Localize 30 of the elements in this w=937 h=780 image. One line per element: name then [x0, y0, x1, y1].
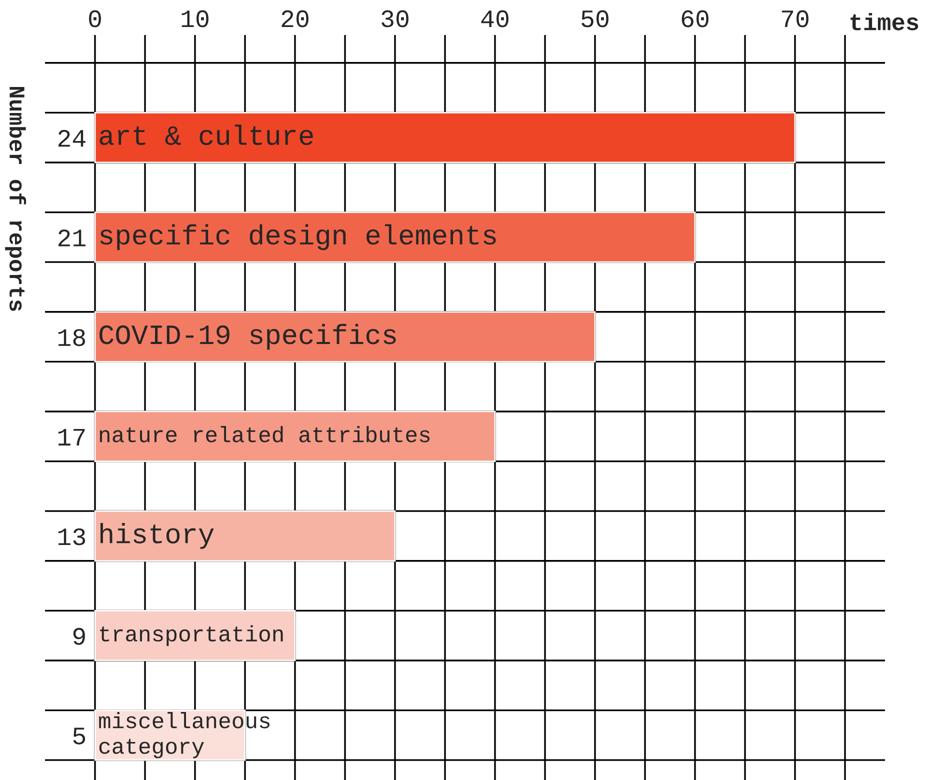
bar [94, 112, 796, 164]
annotation: art & culture [100, 124, 313, 146]
annotation: nature related attributes [100, 426, 430, 442]
y-tick-label: 13 [58, 528, 86, 546]
bar [94, 410, 496, 462]
bar [94, 311, 596, 362]
x-tick-label: 70 [782, 10, 808, 28]
y-tick-label: 21 [58, 230, 86, 246]
bar [94, 610, 296, 662]
bar [94, 212, 696, 263]
y-tick-label: 5 [73, 728, 86, 744]
x-tick-label: 60 [682, 10, 708, 28]
y-axis-title: Number of reports [5, 87, 26, 311]
x-tick-label: 20 [282, 10, 308, 28]
x-tick-label: 0 [89, 10, 101, 28]
annotation: COVID-19 specifics [100, 324, 396, 350]
x-tick-label: 30 [382, 10, 408, 28]
x-tick-label: 10 [182, 10, 208, 28]
annotation: specific design elements [100, 224, 496, 250]
annotation: miscellaneous category [99, 712, 270, 758]
y-tick-label: 9 [73, 628, 85, 645]
bar [94, 510, 396, 562]
annotation: transportation [100, 625, 283, 646]
y-tick-label: 17 [58, 428, 85, 446]
x-tick-label: 50 [582, 10, 608, 28]
y-tick-label: 18 [58, 329, 86, 346]
y-tick-label: 24 [58, 130, 86, 147]
annotation: history [100, 523, 214, 549]
x-axis-title: times [850, 12, 918, 30]
x-tick-label: 40 [481, 10, 508, 28]
